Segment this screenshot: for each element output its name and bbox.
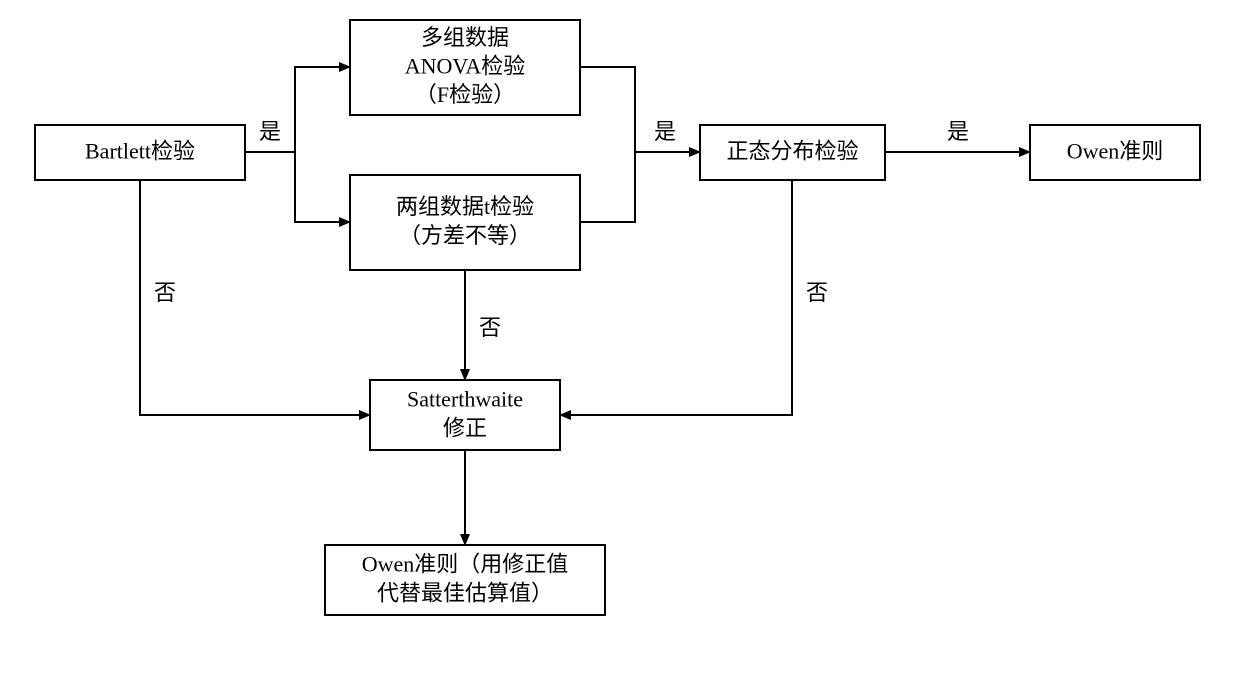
satterthwaite-text-0: Satterthwaite (407, 387, 523, 412)
satterthwaite-text-1: 修正 (443, 415, 487, 440)
normal-no-to-satt-label: 否 (806, 280, 828, 305)
normal-text-0: 正态分布检验 (726, 139, 858, 164)
anova-text-0: 多组数据 (421, 25, 509, 50)
ttest-text-1: （方差不等） (399, 223, 531, 248)
normal-no-to-satt (560, 180, 792, 415)
owen-text-0: Owen准则 (1067, 139, 1164, 164)
owen_mod-text-0: Owen准则（用修正值 (362, 552, 569, 577)
anova-text-2: （F检验） (415, 82, 515, 107)
tests-no-to-satt-label: 否 (479, 315, 501, 340)
ttest-to-normal-merge (580, 152, 635, 222)
bartlett-yes-to-ttest (295, 152, 350, 222)
normal-yes-to-owen-label: 是 (947, 119, 969, 144)
anova-yes-to-normal-label: 是 (654, 119, 676, 144)
bartlett-no-to-satt-label: 否 (154, 280, 176, 305)
ttest-text-0: 两组数据t检验 (396, 194, 534, 219)
anova-yes-to-normal (580, 67, 700, 152)
bartlett-yes-to-anova-label: 是 (259, 119, 281, 144)
owen_mod-text-1: 代替最佳估算值） (377, 580, 553, 605)
anova-text-1: ANOVA检验 (405, 54, 526, 79)
bartlett-text-0: Bartlett检验 (85, 139, 195, 164)
